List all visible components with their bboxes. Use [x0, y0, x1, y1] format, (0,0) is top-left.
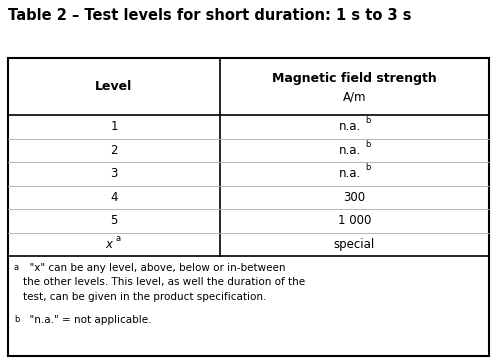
Text: b: b	[365, 140, 370, 149]
Text: b: b	[14, 315, 19, 324]
Text: n.a.: n.a.	[338, 144, 361, 157]
Text: 4: 4	[110, 191, 118, 204]
Text: 300: 300	[343, 191, 366, 204]
Text: Level: Level	[95, 80, 133, 93]
Text: Magnetic field strength: Magnetic field strength	[272, 72, 437, 85]
Text: EUT TEST: EUT TEST	[57, 151, 440, 220]
Text: 1: 1	[110, 120, 118, 133]
Text: a: a	[115, 234, 120, 243]
Text: n.a.: n.a.	[338, 120, 361, 133]
Bar	[8, 58, 489, 356]
Text: "n.a." = not applicable.: "n.a." = not applicable.	[23, 315, 152, 325]
Text: x: x	[105, 238, 112, 251]
Text: "x" can be any level, above, below or in-between
the other levels. This level, a: "x" can be any level, above, below or in…	[23, 263, 305, 302]
Text: Table 2 – Test levels for short duration: 1 s to 3 s: Table 2 – Test levels for short duration…	[8, 8, 412, 23]
Text: n.a.: n.a.	[338, 167, 361, 180]
Text: A/m: A/m	[343, 91, 366, 104]
Text: special: special	[334, 238, 375, 251]
Text: 2: 2	[110, 144, 118, 157]
Text: 5: 5	[110, 214, 118, 227]
Text: a: a	[14, 263, 19, 272]
Text: 3: 3	[110, 167, 118, 180]
Text: b: b	[365, 163, 370, 172]
Text: 1 000: 1 000	[338, 214, 371, 227]
Text: b: b	[365, 116, 370, 125]
